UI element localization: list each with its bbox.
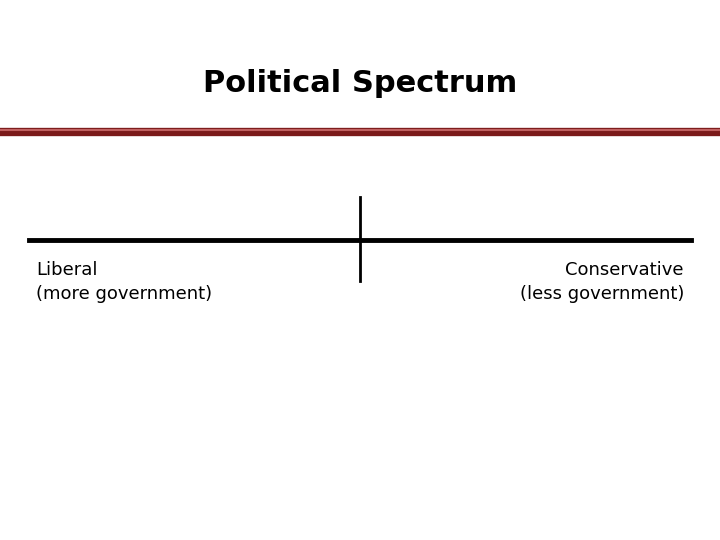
Text: (more government): (more government) [36, 285, 212, 303]
Text: Conservative: Conservative [565, 261, 684, 279]
Text: Political Spectrum: Political Spectrum [203, 69, 517, 98]
Text: Liberal: Liberal [36, 261, 97, 279]
Text: (less government): (less government) [520, 285, 684, 303]
